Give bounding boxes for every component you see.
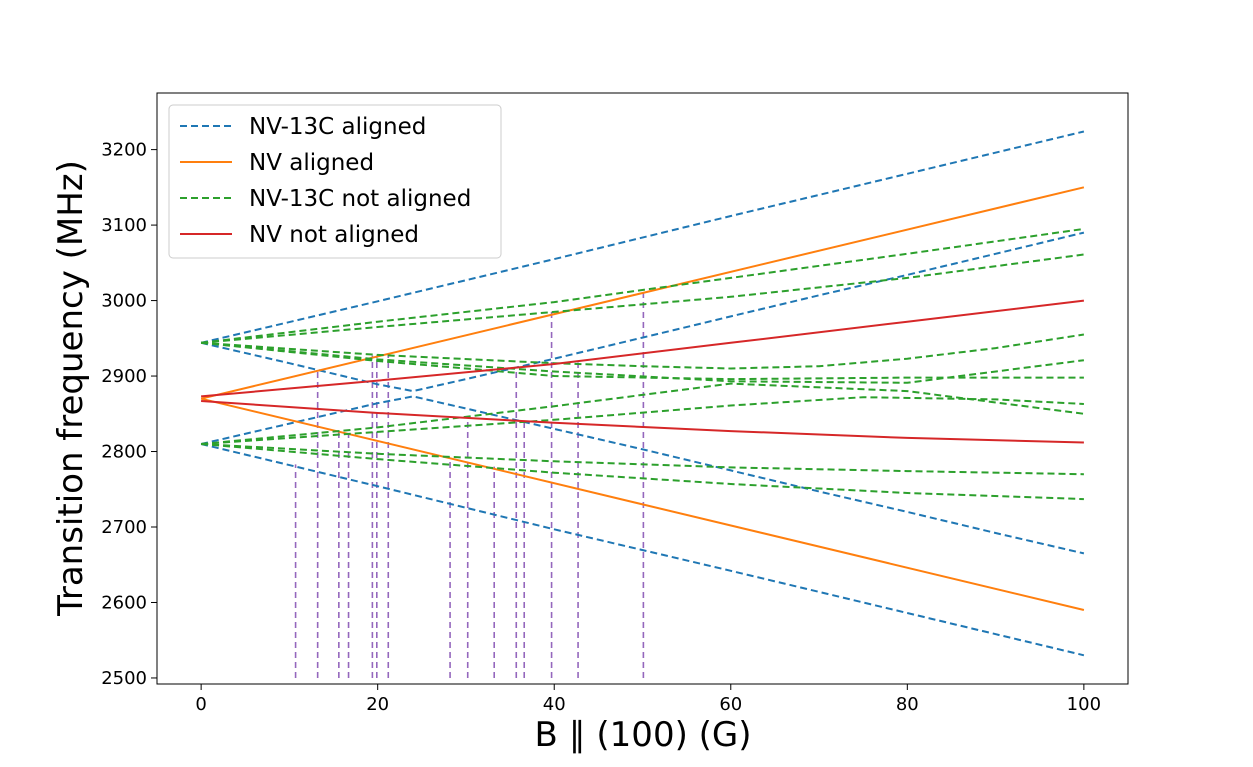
x-tick-label-4: 80 xyxy=(896,694,919,715)
series-line-nv-13c-aligned-3 xyxy=(200,395,1085,555)
plot-lines xyxy=(200,130,1085,678)
legend-label-nv-not-aligned: NV not aligned xyxy=(249,222,419,248)
y-tick-label-1: 2600 xyxy=(101,592,147,613)
series-line-nv-13c-not-aligned-11 xyxy=(201,396,1084,445)
series-line-nv-13c-not-aligned-13 xyxy=(201,443,1084,476)
y-tick-label-2: 2700 xyxy=(101,517,147,538)
y-tick-label-4: 2900 xyxy=(101,366,147,387)
legend-box xyxy=(168,104,502,259)
series-line-nv-not-aligned-15 xyxy=(201,299,1085,398)
series-line-nv-13c-aligned-0 xyxy=(200,130,1085,344)
series-line-nv-13c-not-aligned-9 xyxy=(201,341,1085,384)
legend-label-nv13c-not-aligned: NV-13C not aligned xyxy=(249,186,471,212)
x-tick-label-0: 0 xyxy=(195,694,206,715)
x-tick-label-3: 60 xyxy=(719,694,742,715)
y-axis-label: Transition frequency (MHz) xyxy=(51,160,91,617)
series-line-nv-13c-not-aligned-7 xyxy=(201,253,1085,344)
series-line-nv-13c-aligned-1 xyxy=(200,443,1085,657)
series-line-nv-13c-not-aligned-12 xyxy=(201,382,1085,445)
x-tick-label-2: 40 xyxy=(543,694,566,715)
y-tick-label-0: 2500 xyxy=(101,668,147,689)
series-line-nv-13c-not-aligned-6 xyxy=(200,227,1085,344)
y-axis: 2500 2600 2700 2800 2900 3000 3100 3200 xyxy=(101,140,157,689)
plot-frame xyxy=(156,92,1129,685)
legend-label-nv13c-aligned: NV-13C aligned xyxy=(249,114,426,140)
y-tick-label-5: 3000 xyxy=(101,291,147,312)
series-line-nv-13c-not-aligned-8 xyxy=(201,333,1085,370)
series-line-nv-13c-not-aligned-10 xyxy=(200,341,1084,381)
x-axis-label: B ∥ (100) (G) xyxy=(534,715,751,755)
legend: NV-13C aligned NV aligned NV-13C not ali… xyxy=(168,104,502,259)
series-line-nv-13c-not-aligned-14 xyxy=(201,443,1084,501)
x-tick-label-1: 20 xyxy=(366,694,389,715)
legend-label-nv-aligned: NV aligned xyxy=(249,150,374,176)
y-tick-label-7: 3200 xyxy=(101,140,147,161)
x-axis: 0 20 40 60 80 100 xyxy=(195,684,1101,715)
y-tick-label-3: 2800 xyxy=(101,442,147,463)
series-line-nv-13c-aligned-2 xyxy=(200,231,1085,393)
y-tick-label-6: 3100 xyxy=(101,215,147,236)
series-line-nv-aligned-4 xyxy=(200,186,1085,400)
series-line-nv-not-aligned-16 xyxy=(201,400,1084,444)
x-tick-label-5: 100 xyxy=(1067,694,1101,715)
